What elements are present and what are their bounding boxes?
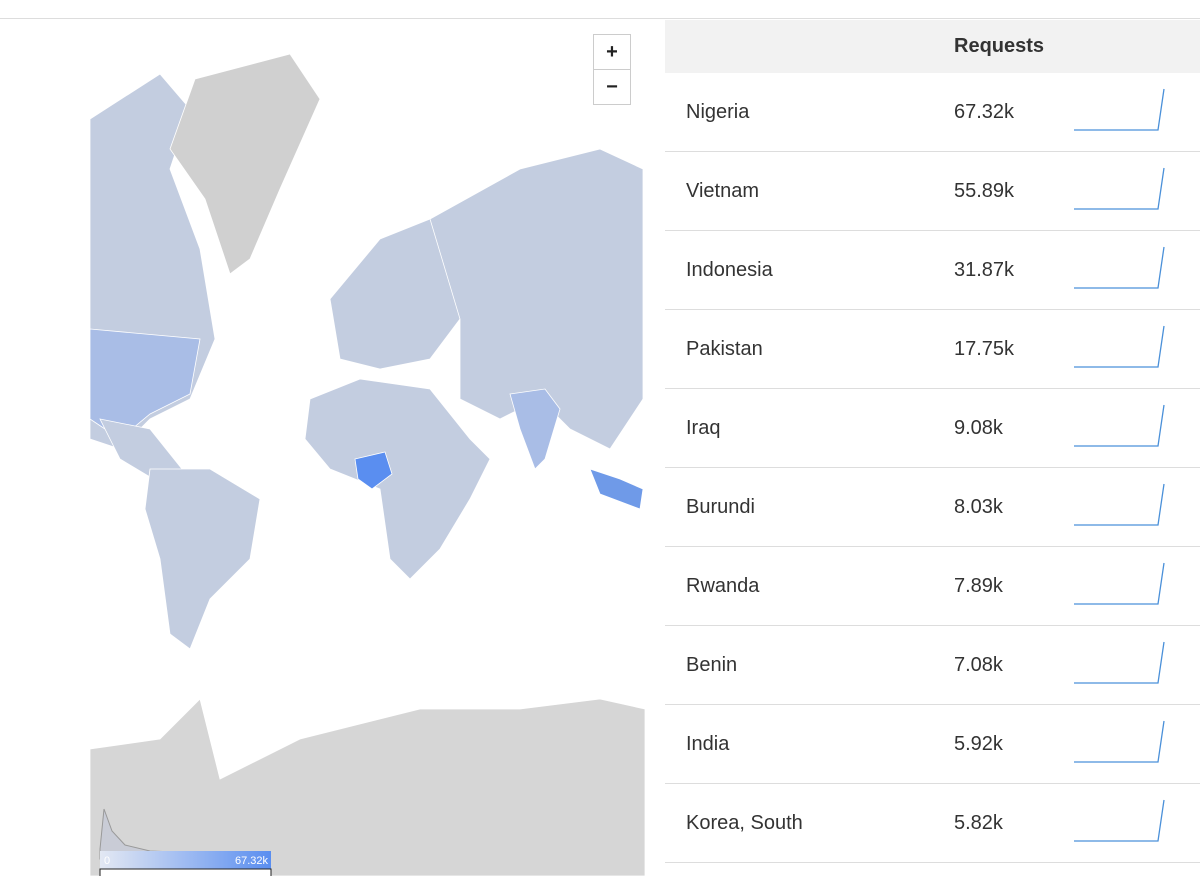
zoom-in-button[interactable]: +	[593, 34, 631, 70]
table-row: Pakistan 17.75k	[665, 310, 1200, 389]
sparkline	[1074, 799, 1165, 842]
sparkline-path	[1074, 720, 1165, 763]
requests-table: Requests Nigeria 67.32k Vietnam 55.89k Indon…	[665, 20, 1200, 863]
request-count: 7.89k	[954, 575, 1003, 597]
country-name: Benin	[686, 654, 738, 676]
divider	[0, 18, 1200, 19]
request-count: 5.92k	[954, 733, 1003, 755]
sparkline	[1074, 246, 1165, 289]
zoom-out-button[interactable]: −	[593, 69, 631, 105]
request-count: 67.32k	[954, 101, 1015, 123]
sparkline-path	[1074, 167, 1165, 210]
table-row: Nigeria 67.32k	[665, 73, 1200, 152]
legend-gradient	[100, 851, 271, 869]
request-count: 31.87k	[954, 259, 1015, 281]
asia	[429, 148, 644, 450]
world-map: 0 67.32k	[89, 53, 645, 876]
table-row: Vietnam 55.89k	[665, 152, 1200, 231]
sparkline-path	[1074, 483, 1165, 526]
sparkline-path	[1074, 88, 1165, 131]
sparkline	[1074, 483, 1165, 526]
sparkline-path	[1074, 799, 1165, 842]
table-row: Korea, South 5.82k	[665, 784, 1200, 863]
sparkline	[1074, 167, 1165, 210]
legend-min: 0	[104, 855, 110, 867]
sparkline-path	[1074, 404, 1165, 447]
country-name: Nigeria	[686, 101, 750, 123]
usa	[89, 328, 201, 440]
country-name: Indonesia	[686, 259, 773, 281]
antarctica	[89, 698, 645, 876]
table-header: Requests	[665, 20, 1200, 73]
request-count: 8.03k	[954, 496, 1003, 518]
table-row: Indonesia 31.87k	[665, 231, 1200, 310]
south-america	[144, 468, 261, 650]
country-name: Iraq	[686, 417, 721, 439]
sparkline-path	[1074, 246, 1165, 289]
sparkline-path	[1074, 325, 1165, 368]
sparkline	[1074, 88, 1165, 131]
request-count: 7.08k	[954, 654, 1003, 676]
sparkline	[1074, 562, 1165, 605]
request-count: 9.08k	[954, 417, 1003, 439]
sparkline	[1074, 404, 1165, 447]
table-row: Burundi 8.03k	[665, 468, 1200, 547]
country-name: Pakistan	[686, 338, 763, 360]
sparkline	[1074, 720, 1165, 763]
legend-axis	[99, 868, 272, 876]
sparkline-path	[1074, 641, 1165, 684]
greenland	[169, 53, 321, 275]
country-name: Korea, South	[686, 812, 803, 834]
header-label: Requests	[954, 35, 1045, 57]
sparkline-path	[1074, 562, 1165, 605]
request-count: 55.89k	[954, 180, 1015, 202]
nigeria	[354, 451, 393, 490]
sparkline	[1074, 641, 1165, 684]
request-count: 5.82k	[954, 812, 1003, 834]
country-name: Vietnam	[686, 180, 760, 202]
sparkline	[1074, 325, 1165, 368]
table-row: Rwanda 7.89k	[665, 547, 1200, 626]
table-row: Iraq 9.08k	[665, 389, 1200, 468]
africa	[304, 378, 491, 580]
table-row: Benin 7.08k	[665, 626, 1200, 705]
country-name: India	[686, 733, 730, 755]
table-row: India 5.92k	[665, 705, 1200, 784]
country-name: Burundi	[686, 496, 755, 518]
indonesia	[589, 468, 644, 510]
country-name: Rwanda	[686, 575, 760, 597]
request-count: 17.75k	[954, 338, 1015, 360]
india	[509, 388, 561, 470]
legend-max: 67.32k	[235, 855, 269, 867]
